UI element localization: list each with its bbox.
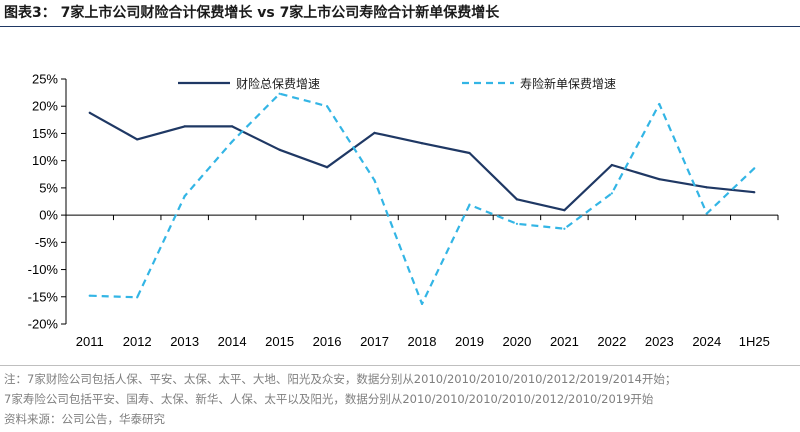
series-2-point (610, 192, 613, 195)
x-tick-label: 2024 (692, 334, 721, 349)
x-tick-label: 2011 (76, 334, 104, 349)
note-line-1: 注：7家财险公司包括人保、平安、太保、太平、大地、阳光及众安，数据分别从2010… (4, 372, 677, 386)
y-tick-label: 15% (32, 126, 58, 141)
legend: 财险总保费增速 寿险新单保费增速 (178, 76, 616, 91)
x-tick-label: 2017 (360, 334, 389, 349)
series-2-point (753, 167, 756, 170)
series-2-point (88, 294, 91, 297)
series-1-point (420, 142, 424, 145)
series-2-point (325, 105, 329, 108)
series-1-point (515, 198, 519, 201)
series-1-point (136, 138, 139, 141)
x-tick-label: 2012 (123, 334, 152, 349)
x-tick-label: 2020 (502, 334, 531, 349)
series-1-point (183, 125, 186, 128)
series-line-1 (89, 111, 755, 212)
series-1-point (88, 111, 91, 114)
legend-label-2: 寿险新单保费增速 (520, 76, 616, 91)
footer-divider (0, 365, 800, 366)
y-tick-label: -15% (28, 289, 59, 304)
x-tick-label: 2022 (597, 334, 626, 349)
series-1-point (325, 166, 329, 169)
x-tick-label: 2014 (218, 334, 247, 349)
series-2-point (278, 92, 281, 95)
x-tick-label: 1H25 (739, 334, 770, 349)
series-2-point (468, 203, 471, 206)
series-2-point (705, 212, 708, 215)
x-tick-label: 2015 (265, 334, 294, 349)
series-2-point (658, 102, 661, 106)
series-2-point (515, 222, 519, 225)
series-2-point (373, 179, 376, 182)
title-divider (0, 26, 800, 27)
x-tick-label: 2023 (645, 334, 674, 349)
source-line: 资料来源：公司公告，华泰研究 (4, 412, 165, 426)
y-axis: 25% 20% 15% 10% 5% 0% -5% -10% -15% -20% (28, 72, 67, 332)
note-line-2: 7家寿险公司包括平安、国寿、太保、新华、人保、太平以及阳光，数据分别从2010/… (4, 392, 654, 406)
series-1-point (658, 178, 661, 181)
series-2-point (136, 296, 139, 299)
series-2-point (563, 227, 566, 230)
x-tick-label: 2013 (170, 334, 199, 349)
y-tick-label: 10% (32, 153, 58, 168)
series-1-point (563, 209, 566, 212)
series-2-point (420, 302, 424, 305)
series-2-point (231, 140, 234, 143)
x-tick-label: 2016 (313, 334, 342, 349)
series-1-point (610, 163, 613, 167)
figure-title: 图表3： 7家上市公司财险合计保费增长 vs 7家上市公司寿险合计新单保费增长 (4, 5, 500, 21)
x-tick-label: 2021 (550, 334, 579, 349)
series-1-point (705, 186, 708, 189)
legend-label-1: 财险总保费增速 (236, 76, 320, 91)
y-tick-label: 25% (32, 72, 58, 87)
series-2-point (183, 194, 186, 198)
y-tick-label: -10% (28, 262, 59, 277)
y-tick-label: 5% (39, 180, 58, 195)
series-1-point (468, 151, 471, 155)
x-tick-label: 2018 (408, 334, 437, 349)
series-1-point (231, 125, 234, 128)
series-1-point (373, 131, 376, 134)
y-tick-label: 20% (32, 99, 58, 114)
line-chart: 25% 20% 15% 10% 5% 0% -5% -10% -15% -20% 2011 2012… (28, 72, 779, 349)
y-tick-label: 0% (39, 208, 58, 223)
series-1-point (278, 148, 281, 151)
y-tick-label: -5% (35, 235, 59, 250)
y-tick-label: -20% (28, 317, 59, 332)
x-axis: 2011 2012 2013 2014 2015 2016 2017 2018 2019 2020… (65, 214, 779, 349)
series-line-2 (89, 92, 756, 305)
series-1-point (753, 191, 756, 194)
x-tick-label: 2019 (455, 334, 484, 349)
series-lines (88, 92, 756, 305)
